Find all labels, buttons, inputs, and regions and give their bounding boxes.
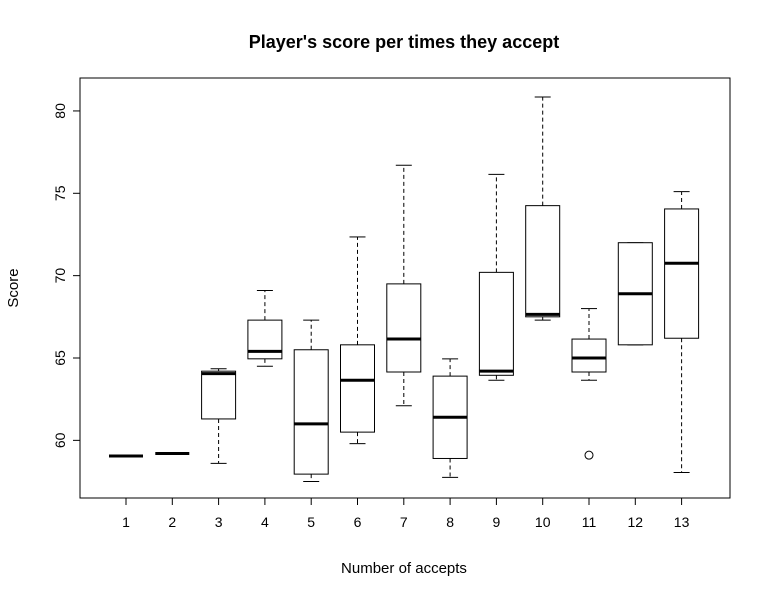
x-tick-label: 5	[307, 514, 315, 530]
box-group-12	[617, 242, 653, 346]
box-group-9	[478, 173, 514, 381]
box-iqr	[664, 208, 700, 339]
x-tick-label: 7	[400, 514, 408, 530]
y-tick-label: 75	[52, 185, 68, 201]
y-tick-label: 70	[52, 268, 68, 284]
box-iqr	[525, 205, 561, 318]
box-group-5	[293, 319, 329, 483]
box-group-8	[432, 358, 468, 478]
y-axis: 60 65 70 75 80	[52, 103, 81, 448]
box-group-7	[386, 164, 422, 407]
y-tick-label: 60	[52, 432, 68, 448]
box-group-6	[340, 236, 375, 445]
box-iqr	[201, 370, 237, 420]
chart-title: Player's score per times they accept	[249, 32, 559, 52]
x-axis-label: Number of accepts	[341, 560, 467, 577]
y-tick-label: 80	[52, 103, 68, 119]
box-iqr	[293, 349, 329, 475]
x-axis: 1 2 3 4 5 6 7 8 9 10 11 12 13	[122, 497, 690, 530]
x-tick-label: 6	[354, 514, 362, 530]
x-tick-label: 3	[215, 514, 223, 530]
box-iqr	[478, 271, 514, 376]
y-axis-label: Score	[5, 268, 22, 307]
x-tick-label: 12	[628, 514, 644, 530]
outlier-point	[584, 450, 594, 460]
box-iqr	[571, 338, 607, 373]
x-tick-label: 9	[493, 514, 501, 530]
x-tick-label: 1	[122, 514, 130, 530]
box-group-4	[247, 289, 283, 367]
y-tick-label: 65	[52, 350, 68, 366]
box-group-3	[201, 368, 237, 464]
x-tick-label: 4	[261, 514, 269, 530]
x-tick-label: 2	[168, 514, 176, 530]
box-group-13	[664, 191, 700, 473]
box-group-10	[525, 96, 561, 321]
x-tick-label: 8	[446, 514, 454, 530]
box-iqr	[340, 344, 375, 433]
boxes-layer	[109, 96, 700, 483]
x-tick-label: 13	[674, 514, 690, 530]
x-tick-label: 11	[582, 514, 597, 530]
box-group-11	[571, 308, 607, 460]
x-tick-label: 10	[535, 514, 551, 530]
box-iqr	[386, 283, 422, 373]
box-iqr	[247, 319, 283, 360]
